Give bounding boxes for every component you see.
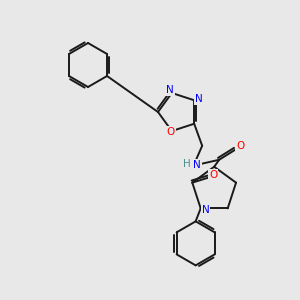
Text: H: H [183, 159, 191, 169]
Text: O: O [209, 169, 218, 180]
Text: N: N [193, 160, 201, 170]
Text: O: O [167, 127, 175, 137]
Text: N: N [166, 85, 174, 95]
Text: O: O [236, 141, 244, 151]
Text: N: N [195, 94, 203, 104]
Text: N: N [202, 206, 209, 215]
